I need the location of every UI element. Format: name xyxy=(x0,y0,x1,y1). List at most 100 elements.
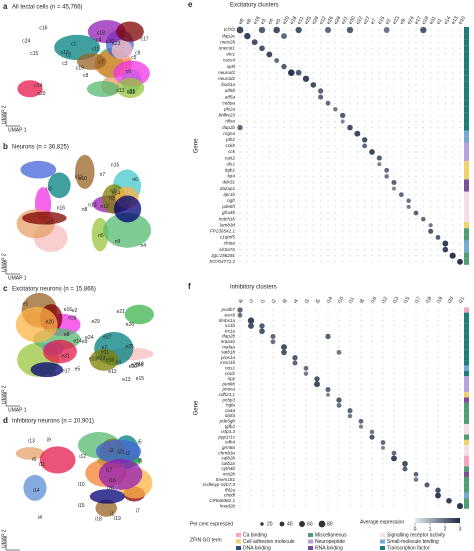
background-dot xyxy=(334,114,337,117)
background-dot xyxy=(429,65,432,68)
background-dot xyxy=(415,139,417,141)
expression-dot xyxy=(424,482,430,488)
background-dot xyxy=(290,212,293,214)
background-dot xyxy=(297,261,300,263)
background-dot xyxy=(312,96,315,98)
background-dot xyxy=(275,35,278,37)
background-dot xyxy=(459,218,461,220)
background-dot xyxy=(404,457,406,460)
background-dot xyxy=(261,415,263,417)
color-tick-label: 0 xyxy=(414,526,417,532)
background-dot xyxy=(407,248,410,251)
background-dot xyxy=(312,181,315,184)
background-dot xyxy=(363,108,366,111)
go-sidebar xyxy=(464,307,469,313)
background-dot xyxy=(429,236,432,239)
background-dot xyxy=(382,330,384,332)
background-dot xyxy=(250,468,252,470)
background-dot xyxy=(363,242,366,245)
cluster-label: c20 xyxy=(38,91,46,97)
background-dot xyxy=(268,108,271,111)
background-dot xyxy=(426,335,428,338)
background-dot xyxy=(385,151,388,153)
cluster-label: e8 xyxy=(64,332,70,338)
background-dot xyxy=(334,84,337,86)
background-dot xyxy=(371,484,373,486)
expression-dot xyxy=(442,246,449,253)
background-dot xyxy=(382,404,384,407)
background-dot xyxy=(283,457,285,460)
background-dot xyxy=(338,372,340,375)
background-dot xyxy=(393,218,395,220)
background-dot xyxy=(246,230,249,232)
go-sidebar xyxy=(464,191,469,198)
background-dot xyxy=(415,346,417,348)
go-label: RNA binding xyxy=(315,545,343,551)
background-dot xyxy=(360,478,362,481)
background-dot xyxy=(459,309,461,311)
background-dot xyxy=(437,78,439,80)
background-dot xyxy=(250,394,252,396)
background-dot xyxy=(378,102,381,104)
background-dot xyxy=(261,505,263,507)
background-dot xyxy=(371,65,373,68)
background-dot xyxy=(400,120,403,123)
background-dot xyxy=(261,463,263,465)
background-dot xyxy=(290,65,293,68)
background-dot xyxy=(393,319,395,322)
background-dot xyxy=(415,114,417,117)
background-dot xyxy=(305,175,307,178)
background-dot xyxy=(415,236,417,239)
background-dot xyxy=(272,436,274,438)
background-dot xyxy=(426,489,428,491)
background-dot xyxy=(261,35,263,37)
background-dot xyxy=(356,175,359,178)
background-dot xyxy=(382,425,384,428)
background-dot xyxy=(275,181,278,184)
size-key-label: 40 xyxy=(287,521,293,527)
gene-label: c1qtnf5 xyxy=(220,235,236,240)
background-dot xyxy=(393,378,395,380)
background-dot xyxy=(371,133,373,135)
go-sidebar xyxy=(464,185,469,192)
gene-label: irx1a xyxy=(225,328,235,333)
background-dot xyxy=(415,383,417,385)
background-dot xyxy=(378,169,381,171)
background-dot xyxy=(371,410,373,412)
background-dot xyxy=(275,194,278,196)
background-dot xyxy=(393,35,395,37)
cluster-label: e23 xyxy=(392,15,401,25)
cluster-label: i4 xyxy=(293,298,300,305)
color-tick-label: 2 xyxy=(444,526,447,532)
background-dot xyxy=(283,242,285,245)
background-dot xyxy=(356,194,359,196)
background-dot xyxy=(400,206,403,208)
background-dot xyxy=(363,151,366,153)
background-dot xyxy=(356,261,359,263)
background-dot xyxy=(415,420,417,422)
background-dot xyxy=(371,72,373,74)
background-dot xyxy=(319,72,322,74)
cluster-label: c5 xyxy=(131,55,137,61)
background-dot xyxy=(444,145,447,147)
background-dot xyxy=(272,314,274,316)
background-dot xyxy=(283,255,285,257)
background-dot xyxy=(327,145,329,147)
background-dot xyxy=(371,120,373,123)
background-dot xyxy=(459,230,461,232)
background-dot xyxy=(407,96,410,98)
cluster-label: e6 xyxy=(138,362,144,368)
cluster-label: e28 xyxy=(333,15,342,25)
background-dot xyxy=(297,133,300,135)
background-dot xyxy=(444,218,447,220)
expression-dot xyxy=(435,234,441,240)
background-dot xyxy=(327,261,329,263)
background-dot xyxy=(297,212,300,214)
background-dot xyxy=(297,248,300,251)
background-dot xyxy=(407,114,410,117)
gene-label: cckb xyxy=(226,143,236,148)
background-dot xyxy=(334,230,337,232)
background-dot xyxy=(253,236,256,239)
background-dot xyxy=(429,47,432,49)
background-dot xyxy=(363,187,366,190)
